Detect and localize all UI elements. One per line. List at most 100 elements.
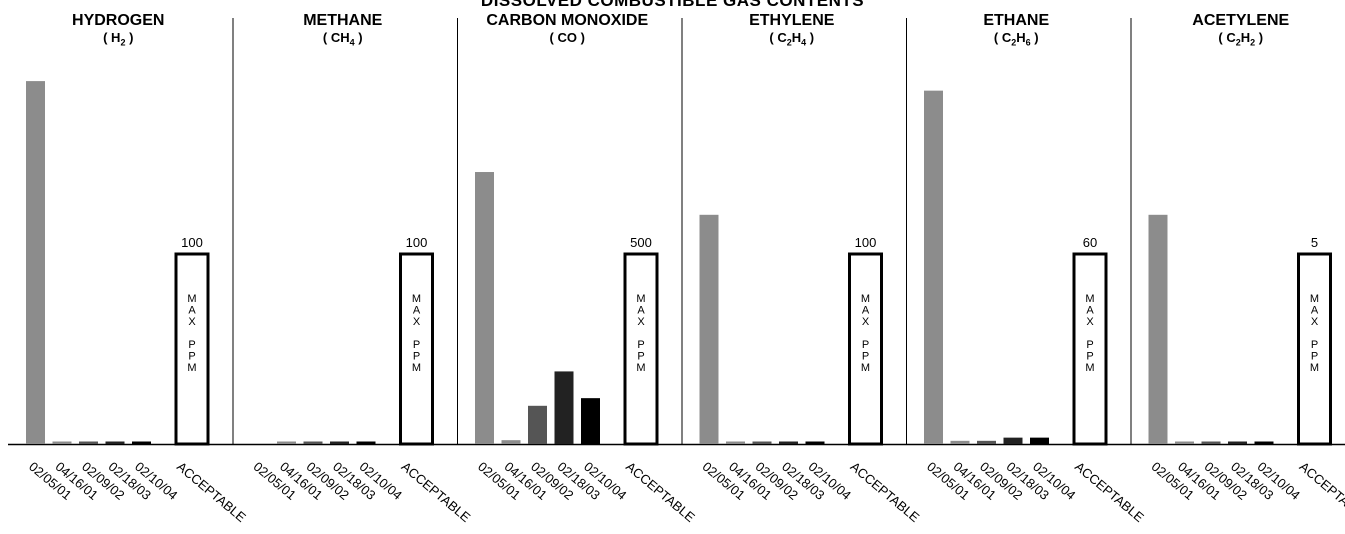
max-ppm-letter: P [862,339,869,351]
formula-part: 2 [1235,37,1241,48]
acceptable-limit-bar [848,252,883,446]
max-ppm-letter: A [188,305,196,317]
formula-part: 4 [801,37,807,48]
formula-part: ) [354,30,363,45]
max-ppm-letter: P [413,351,420,363]
max-ppm-letter: X [637,316,645,328]
acceptable-limit-bar [623,252,659,446]
data-bar [1030,437,1049,444]
gas-formula: ( CO ) [457,30,678,46]
formula-part: ( C [993,30,1012,45]
max-ppm-letter: P [1086,351,1093,363]
formula-part: ( H [103,30,121,45]
panel-header: ACETYLENE( C2H2 ) [1131,11,1345,51]
data-bar [52,441,72,444]
data-bar [977,440,996,444]
acceptable-value-label: 5 [1311,235,1318,250]
acceptable-value-label: 60 [1083,235,1097,250]
acceptable-value-label: 100 [855,235,877,250]
max-ppm-letter: X [1311,316,1319,328]
acceptable-limit-bar [399,252,434,446]
data-bar [330,441,349,444]
formula-part: H [791,30,802,45]
max-ppm-letter: A [1086,305,1094,317]
acceptable-limit-bar [1072,252,1108,446]
acceptable-limit-bar [174,252,210,446]
max-ppm-letter: M [861,293,870,305]
data-bar [1003,437,1023,444]
gas-formula: ( C2H4 ) [682,30,903,51]
formula-part: H [1016,30,1026,45]
data-bar [1254,441,1274,444]
max-ppm-letter: M [187,293,196,305]
data-bar [554,371,574,444]
max-ppm-letter: P [637,339,644,351]
max-ppm-letter: P [637,351,644,363]
data-bar [475,172,494,445]
data-bar [26,81,45,444]
category-label: ACCEPTABLE [1297,459,1345,525]
data-bar [105,441,125,444]
chart-title: DISSOLVED COMBUSTIBLE GAS CONTENTS [480,0,865,10]
panel-header: CARBON MONOXIDE( CO ) [457,11,678,46]
max-ppm-letter: X [1086,316,1094,328]
data-bar [581,398,600,444]
formula-part: 2 [786,37,792,48]
max-ppm-letter: P [1086,339,1093,351]
max-ppm-letter: M [1085,293,1094,305]
gas-name: ETHYLENE [749,12,835,29]
acceptable-limit-bar [1297,252,1332,446]
formula-part: ( C [769,30,787,45]
formula-part: 6 [1025,37,1031,48]
formula-part: 2 [120,37,126,48]
data-bar [950,440,970,444]
max-ppm-letter: M [1085,362,1094,374]
max-ppm-letter: A [413,305,421,317]
max-ppm-letter: M [861,362,870,374]
formula-part: ) [1030,30,1039,45]
gas-name: CARBON MONOXIDE [486,12,649,29]
max-ppm-letter: P [862,351,869,363]
max-ppm-letter: A [862,305,870,317]
data-bar [1201,441,1221,444]
acceptable-value-label: 100 [406,235,428,250]
category-label: ACCEPTABLE [399,459,474,525]
formula-part: ) [1255,30,1264,45]
data-bar [79,441,98,444]
gas-name: ACETYLENE [1192,12,1290,29]
max-ppm-letter: X [862,316,870,328]
data-bar [924,90,943,445]
formula-part: ( CO ) [549,30,585,45]
data-bar [277,441,296,444]
formula-part: 2 [1011,37,1017,48]
data-bar [805,441,825,444]
data-bar [726,441,745,444]
panel-header: ETHANE( C2H6 ) [906,11,1127,51]
data-bar [1148,214,1168,444]
formula-part: 2 [1250,37,1256,48]
data-bar [132,441,151,444]
acceptable-value-label: 100 [181,235,203,250]
max-ppm-letter: X [188,316,196,328]
panel-header: ETHYLENE( C2H4 ) [682,11,903,51]
max-ppm-letter: P [188,351,195,363]
max-ppm-letter: M [412,362,421,374]
acceptable-value-label: 500 [630,235,652,250]
gas-formula: ( CH4 ) [233,30,454,51]
formula-part: ( CH [322,30,350,45]
data-bar [1228,441,1247,444]
category-label: ACCEPTABLE [623,459,698,525]
formula-part: ) [125,30,134,45]
gas-formula: ( C2H2 ) [1131,30,1345,51]
gas-name: ETHANE [983,12,1050,29]
max-ppm-letter: X [413,316,421,328]
data-bar [699,214,719,444]
max-ppm-letter: M [1310,362,1319,374]
max-ppm-letter: A [637,305,645,317]
max-ppm-letter: P [188,339,195,351]
data-bar [501,440,521,444]
panel-header: HYDROGEN( H2 ) [8,11,229,51]
formula-part: ) [806,30,815,45]
data-bar [303,441,323,444]
max-ppm-letter: M [187,362,196,374]
